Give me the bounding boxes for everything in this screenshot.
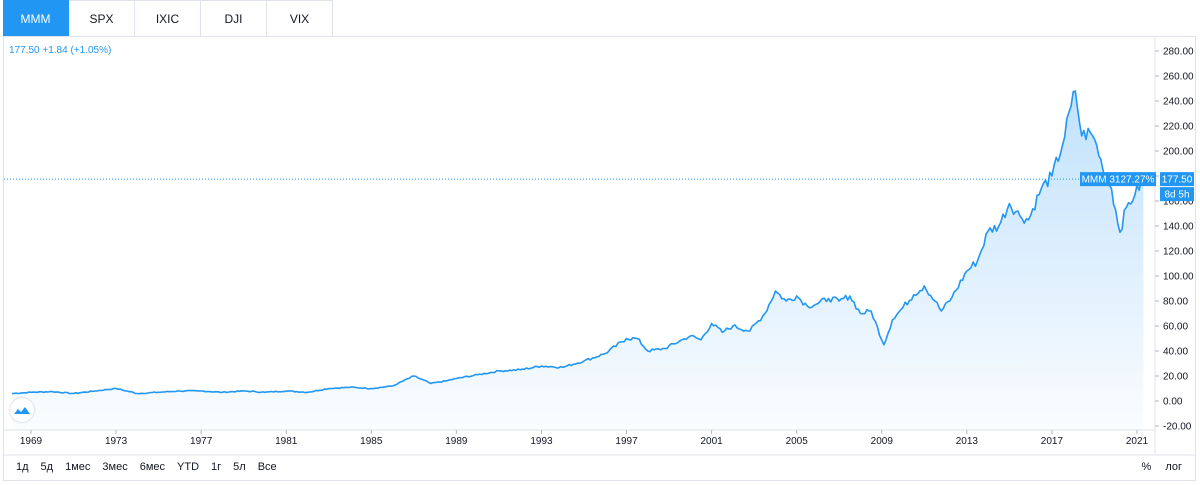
- y-tick-label: -20.00: [1163, 422, 1192, 433]
- x-tick-label: 2001: [700, 436, 723, 447]
- range-button[interactable]: YTD: [177, 461, 200, 473]
- series-area: [11, 91, 1144, 430]
- tab-bar-filler: [333, 0, 1196, 37]
- legend-change-pct: (+1.05%): [70, 45, 112, 56]
- y-tick-label: 220.00: [1163, 122, 1194, 133]
- price-legend: 177.50 +1.84 (+1.05%): [9, 45, 111, 56]
- range-bar: 1д 5д 1мес 3мес 6мес YTD 1г 5л Все % лог: [4, 455, 1194, 479]
- x-tick-label: 2021: [1126, 436, 1149, 447]
- tab-ixic[interactable]: IXIC: [135, 0, 201, 36]
- last-price-badge: 177.50: [1162, 175, 1193, 186]
- tab-vix[interactable]: VIX: [267, 0, 333, 36]
- y-tick-label: 0.00: [1163, 397, 1183, 408]
- tab-spx[interactable]: SPX: [69, 0, 135, 36]
- y-tick-label: 200.00: [1163, 147, 1194, 158]
- x-tick-label: 2009: [871, 436, 894, 447]
- chart-frame: [3, 36, 1196, 481]
- y-tick-label: 280.00: [1163, 47, 1194, 58]
- countdown-badge-bg: [1160, 187, 1194, 202]
- x-tick-label: 1989: [445, 436, 468, 447]
- x-tick-label: 1981: [275, 436, 298, 447]
- y-tick-label: 80.00: [1163, 297, 1188, 308]
- symbol-tabs: MMM SPX IXIC DJI VIX: [3, 0, 333, 37]
- y-tick-label: 40.00: [1163, 347, 1188, 358]
- tab-dji[interactable]: DJI: [201, 0, 267, 36]
- range-button[interactable]: 5л: [233, 461, 246, 473]
- scale-toggles: % лог: [1128, 455, 1182, 479]
- range-button[interactable]: 1мес: [65, 461, 91, 473]
- x-tick-label: 2013: [956, 436, 979, 447]
- y-tick-label: 120.00: [1163, 247, 1194, 258]
- x-tick-label: 1993: [530, 436, 553, 447]
- x-tick-label: 1997: [615, 436, 638, 447]
- range-button[interactable]: Все: [257, 461, 277, 473]
- series-line: [11, 90, 1144, 395]
- legend-change: +1.84: [42, 45, 68, 56]
- x-tick-label: 1985: [360, 436, 383, 447]
- symbol-change-tag: MMM 3127.27%: [1082, 175, 1155, 186]
- range-button[interactable]: 1г: [211, 461, 222, 473]
- last-price-badge-bg: [1160, 172, 1194, 187]
- y-tick-label: 260.00: [1163, 72, 1194, 83]
- y-tick-label: 60.00: [1163, 322, 1188, 333]
- tab-mmm[interactable]: MMM: [3, 0, 69, 36]
- y-tick-label: 20.00: [1163, 372, 1188, 383]
- range-buttons: 1д 5д 1мес 3мес 6мес YTD 1г 5л Все: [4, 461, 277, 473]
- y-tick-label: 140.00: [1163, 222, 1194, 233]
- last-price-labels: MMM 3127.27% 177.50 8d 5h: [1080, 172, 1194, 202]
- legend-price: 177.50: [9, 45, 40, 56]
- range-button[interactable]: 6мес: [139, 461, 166, 473]
- countdown-badge: 8d 5h: [1164, 190, 1189, 201]
- price-axis: 280.00260.00240.00220.00200.00180.00160.…: [1155, 47, 1194, 433]
- range-button[interactable]: 5д: [40, 461, 54, 473]
- y-tick-label: 160.00: [1163, 197, 1194, 208]
- x-tick-label: 1973: [105, 436, 128, 447]
- tradingview-cloud-icon[interactable]: [10, 398, 34, 422]
- x-tick-label: 2017: [1041, 436, 1064, 447]
- time-axis: 1969 1973 1977 1981 1985 1989 1993 1997 2001 2005…: [20, 430, 1149, 447]
- percent-scale-toggle[interactable]: %: [1141, 461, 1152, 473]
- symbol-change-tag-bg: [1080, 172, 1156, 187]
- x-tick-label: 2005: [786, 436, 809, 447]
- x-tick-label: 1969: [20, 436, 43, 447]
- log-scale-toggle[interactable]: лог: [1165, 461, 1182, 473]
- range-button[interactable]: 3мес: [102, 461, 128, 473]
- x-tick-label: 1977: [190, 436, 213, 447]
- y-tick-label: 100.00: [1163, 272, 1194, 283]
- y-tick-label: 240.00: [1163, 97, 1194, 108]
- range-button[interactable]: 1д: [16, 461, 29, 473]
